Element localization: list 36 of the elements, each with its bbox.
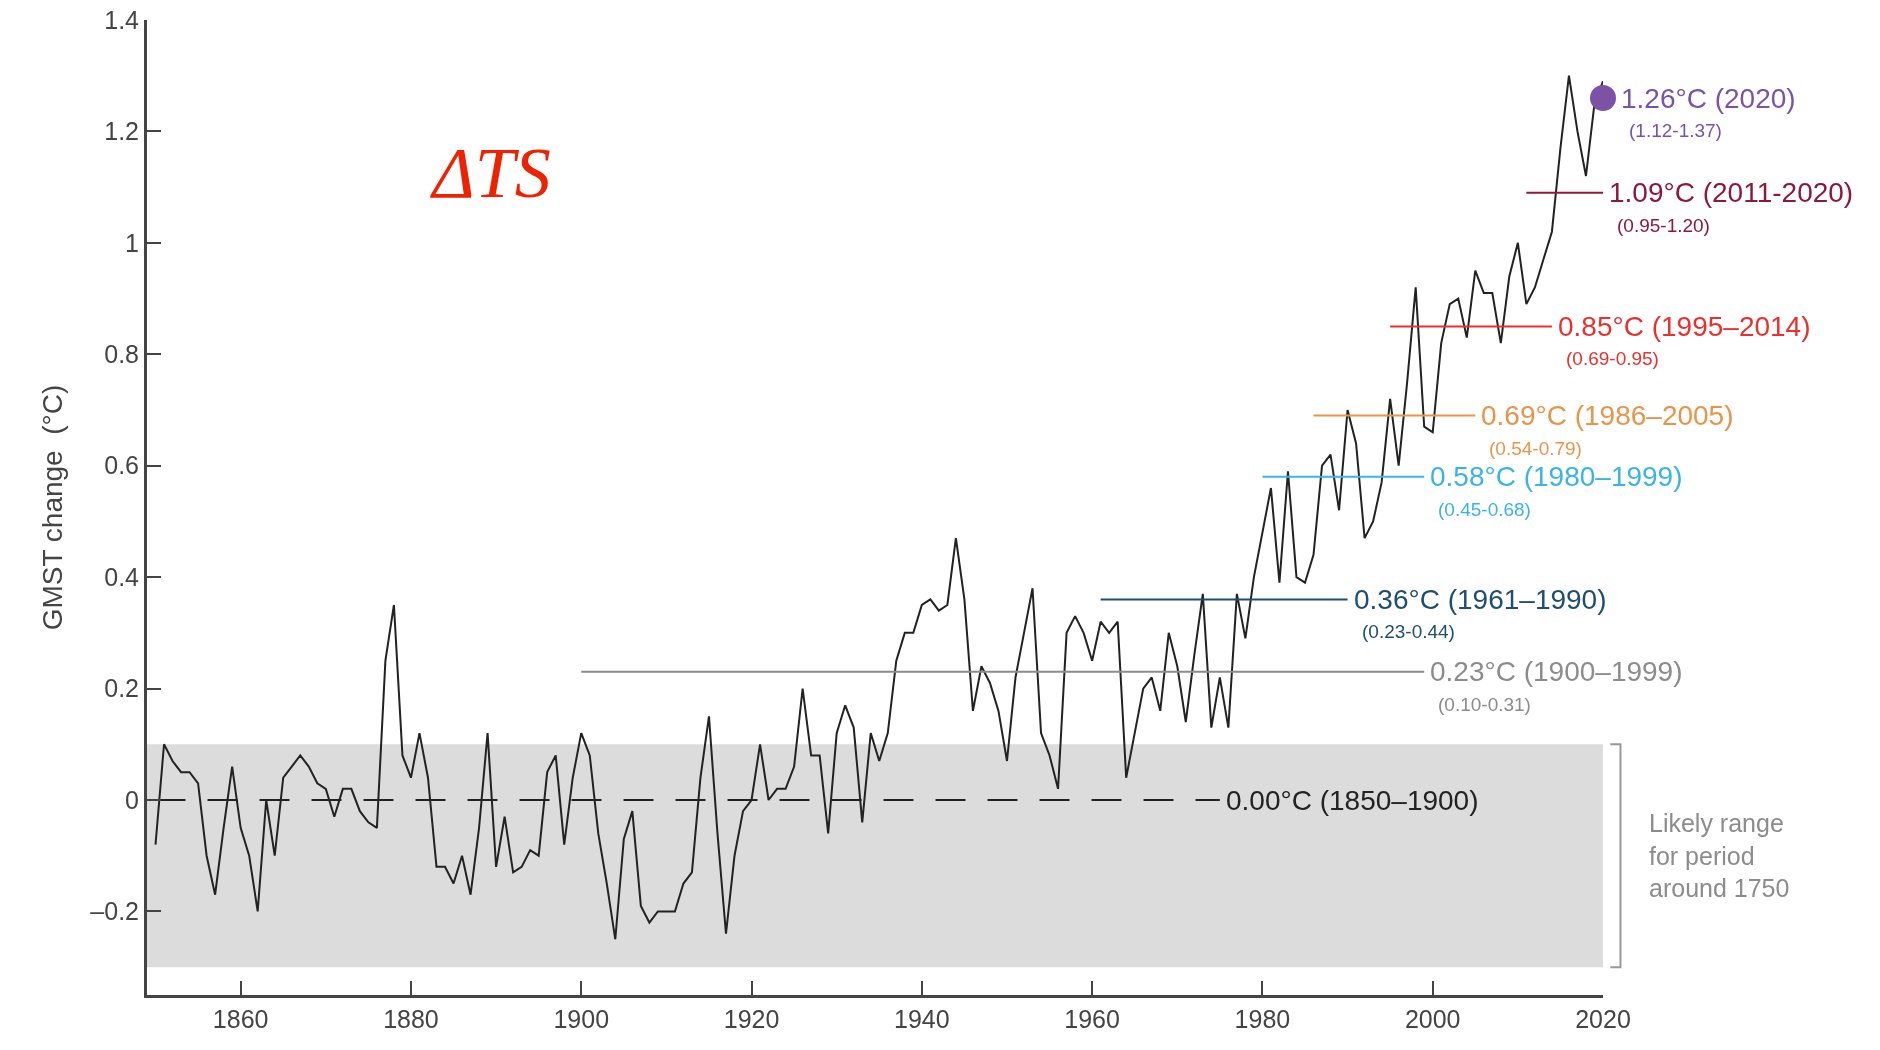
annotation: (0.45-0.68) [1438,499,1531,520]
annotation: (0.10-0.31) [1438,694,1531,715]
y-tick-label: –0.2 [90,897,139,926]
x-tick-label: 1960 [1064,1005,1120,1033]
x-tick-label: 1900 [553,1005,610,1033]
text: (1.12-1.37) [1629,120,1722,141]
y-tick-label: 0.8 [104,340,139,369]
y-tick-label: 0.2 [104,674,139,703]
annotation: (0.69-0.95) [1566,348,1659,369]
x-tick-label: 1980 [1234,1005,1291,1033]
x-tick-label: 2000 [1404,1005,1461,1033]
x-tick-label: 2020 [1575,1005,1631,1033]
series-label: 0.69°C (1986–2005) [1481,400,1734,431]
x-tick-label: 1880 [383,1005,439,1033]
series-label: 1.09°C (2011-2020) [1609,177,1854,208]
series-label: 0.85°C (1995–2014) [1558,311,1811,342]
y-axis-title: GMST change (°C) [37,384,69,631]
annotation: (0.54-0.79) [1489,438,1582,459]
y-tick-label: 1 [125,228,139,257]
y-tick-label: 1.4 [104,5,140,34]
band-label: Likely range for period around 1750 [1649,809,1790,902]
y-tick-label: 0.6 [104,451,139,480]
x-tick-label: 1920 [723,1005,780,1033]
annotation: (0.23-0.44) [1362,621,1455,642]
text: (0.95-1.20) [1617,215,1710,236]
series-label: 0.36°C (1961–1990) [1354,584,1607,615]
x-tick-label: 1940 [894,1005,950,1033]
series-label: 0.00°C (1850–1900) [1226,785,1479,816]
y-tick-label: 0 [125,785,139,814]
series-label: 0.23°C (1900–1999) [1430,656,1683,687]
series-label: 0.58°C (1980–1999) [1430,461,1683,492]
text: ΔTS [429,133,551,214]
series-label: 1.26°C (2020) [1621,83,1796,114]
y-tick-label: 1.2 [104,117,139,146]
y-tick-label: 0.4 [104,562,140,591]
x-tick-label: 1860 [212,1005,269,1033]
